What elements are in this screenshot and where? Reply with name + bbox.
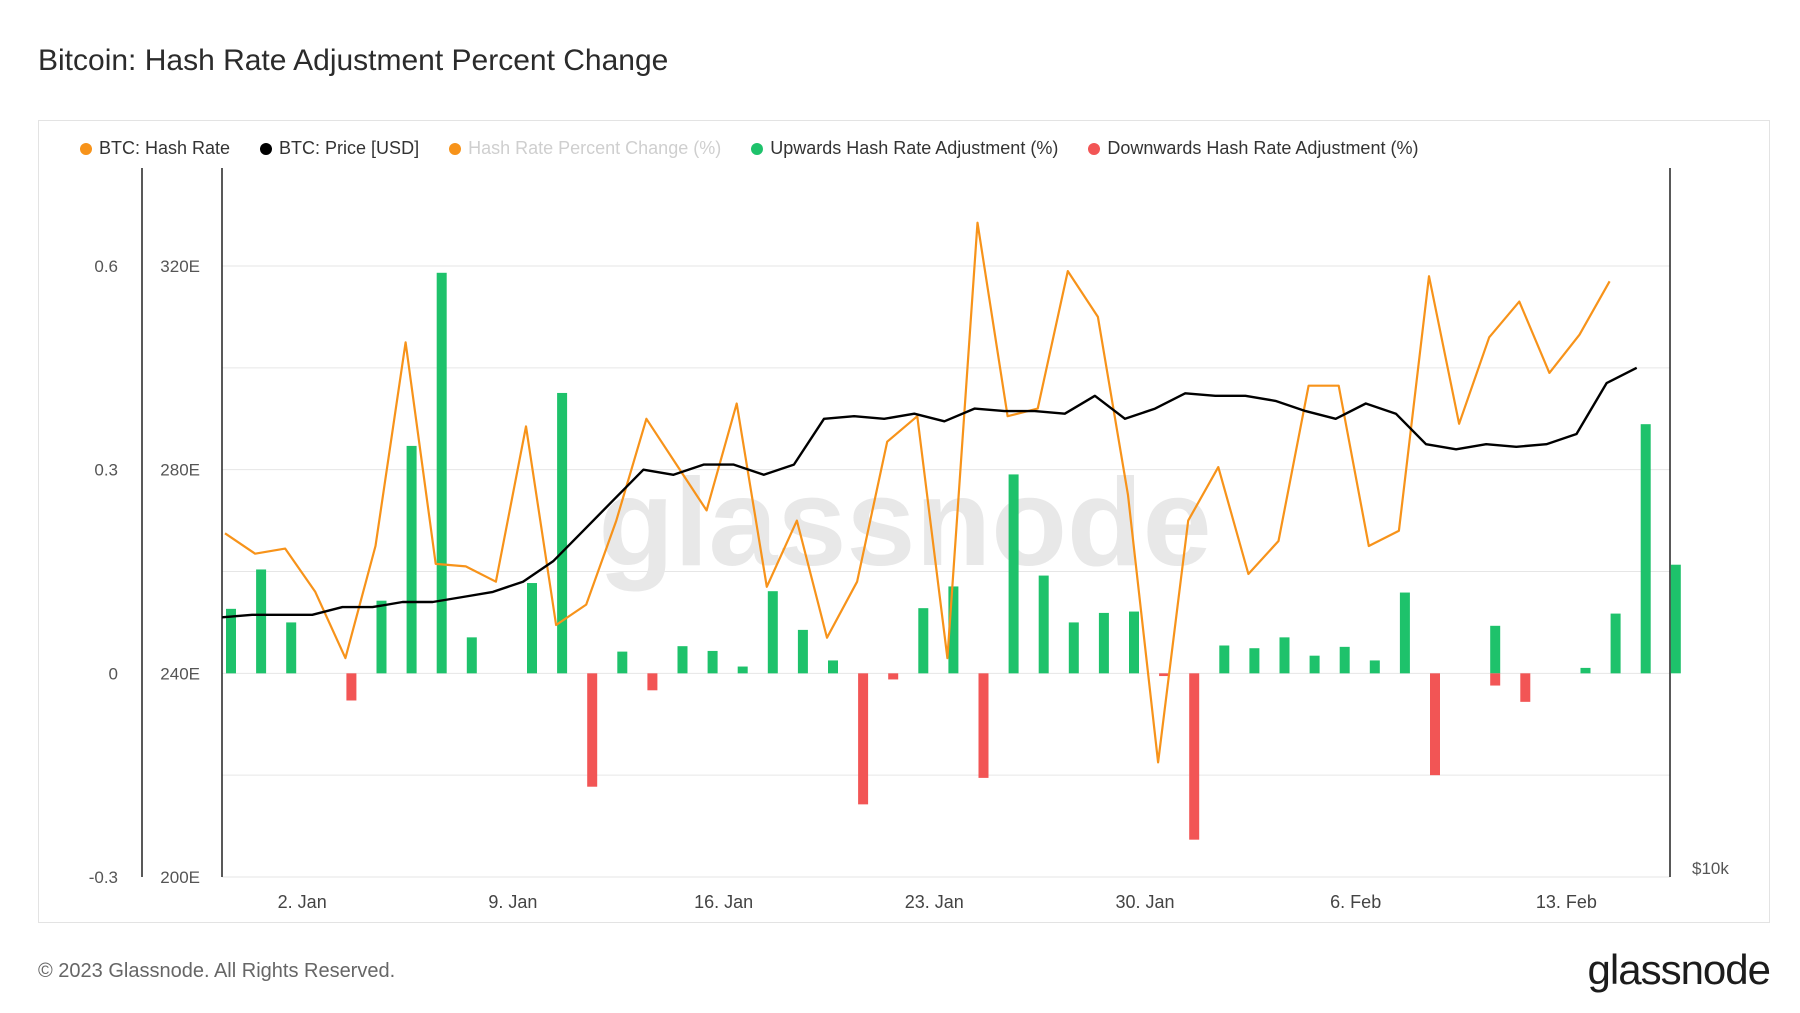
y-right-axis-label: $10k	[1692, 859, 1729, 878]
chart-legend: BTC: Hash Rate BTC: Price [USD] Hash Rat…	[80, 138, 1418, 159]
downwards-bar	[346, 673, 357, 701]
upwards-bar	[1038, 575, 1049, 674]
upwards-bar	[1670, 564, 1681, 674]
y-left-tick-label: 0	[109, 664, 118, 683]
legend-label: BTC: Price [USD]	[279, 138, 420, 158]
upwards-bar	[918, 608, 929, 674]
upwards-bar	[1580, 667, 1591, 674]
legend-item-upwards[interactable]: Upwards Hash Rate Adjustment (%)	[751, 138, 1058, 159]
downwards-bar	[1490, 673, 1501, 686]
chart-frame	[38, 120, 1770, 923]
legend-item-price[interactable]: BTC: Price [USD]	[260, 138, 419, 159]
upwards-bar	[797, 629, 808, 674]
legend-item-percent-change[interactable]: Hash Rate Percent Change (%)	[449, 138, 721, 159]
y-hash-tick-label: 200E	[160, 868, 200, 887]
upwards-bar	[1490, 625, 1501, 674]
downwards-bar	[858, 673, 869, 805]
downwards-bar	[978, 673, 989, 778]
legend-dot-icon	[1088, 142, 1101, 155]
x-tick-label: 13. Feb	[1536, 892, 1597, 912]
upwards-bar	[1249, 648, 1260, 674]
upwards-bar	[1129, 611, 1139, 674]
downwards-bar	[587, 673, 598, 787]
legend-item-hash-rate[interactable]: BTC: Hash Rate	[80, 138, 230, 159]
brand-logo: glassnode	[1587, 946, 1771, 993]
y-hash-tick-label: 240E	[160, 664, 200, 683]
x-tick-label: 9. Jan	[488, 892, 537, 912]
upwards-bar	[948, 586, 959, 674]
legend-dot-icon	[80, 142, 92, 155]
upwards-bar	[767, 591, 778, 674]
upwards-bar	[737, 666, 748, 674]
upwards-bar	[828, 660, 838, 674]
upwards-bar	[557, 392, 568, 674]
upwards-bar	[1399, 592, 1410, 674]
chart-title: Bitcoin: Hash Rate Adjustment Percent Ch…	[38, 44, 669, 77]
legend-label: BTC: Hash Rate	[99, 138, 231, 158]
upwards-bar	[1369, 660, 1380, 674]
y-left-tick-label: 0.6	[94, 257, 118, 276]
x-tick-label: 23. Jan	[905, 892, 964, 912]
downwards-bar	[1520, 673, 1531, 702]
y-hash-tick-label: 280E	[160, 461, 200, 480]
upwards-bar	[617, 651, 628, 674]
upwards-bar	[256, 569, 267, 674]
y-hash-tick-label: 320E	[160, 257, 200, 276]
upwards-bar	[1098, 612, 1109, 674]
downwards-bar	[647, 673, 658, 691]
upwards-bar	[527, 583, 537, 674]
upwards-bar	[707, 650, 718, 674]
price-line	[221, 366, 1638, 619]
y-left-tick-label: 0.3	[94, 461, 118, 480]
upwards-bar	[406, 445, 417, 674]
y-left-tick-label: -0.3	[89, 868, 118, 887]
upwards-bar	[1279, 637, 1290, 674]
legend-item-downwards[interactable]: Downwards Hash Rate Adjustment (%)	[1088, 138, 1418, 159]
downwards-bar	[1159, 673, 1170, 677]
x-tick-label: 16. Jan	[694, 892, 753, 912]
legend-label: Downwards Hash Rate Adjustment (%)	[1107, 138, 1419, 158]
upwards-bar	[466, 637, 477, 674]
upwards-bar	[1068, 622, 1079, 674]
downwards-bar	[1430, 673, 1440, 776]
legend-dot-icon	[260, 142, 273, 155]
copyright-text: © 2023 Glassnode. All Rights Reserved.	[38, 960, 396, 982]
x-tick-label: 30. Jan	[1115, 892, 1174, 912]
upwards-bar	[286, 622, 297, 674]
downwards-bar	[1189, 673, 1200, 840]
upwards-bar	[436, 272, 447, 674]
upwards-bar	[1219, 645, 1230, 674]
legend-dot-icon	[449, 142, 462, 155]
upwards-bar	[1610, 613, 1621, 674]
upwards-bar	[677, 646, 688, 674]
legend-label: Upwards Hash Rate Adjustment (%)	[770, 138, 1059, 158]
upwards-bar	[1309, 655, 1320, 674]
hash-rate-line	[224, 221, 1611, 764]
watermark-text: glassnode	[598, 454, 1211, 592]
upwards-bar	[1339, 646, 1350, 674]
upwards-bar	[1640, 424, 1651, 674]
downwards-bar	[888, 673, 899, 680]
upwards-bar	[1008, 474, 1019, 674]
legend-label: Hash Rate Percent Change (%)	[468, 138, 722, 158]
upwards-bar	[226, 608, 236, 674]
upwards-bar	[376, 600, 387, 674]
x-tick-label: 2. Jan	[278, 892, 327, 912]
x-tick-label: 6. Feb	[1330, 892, 1381, 912]
legend-dot-icon	[751, 142, 764, 155]
